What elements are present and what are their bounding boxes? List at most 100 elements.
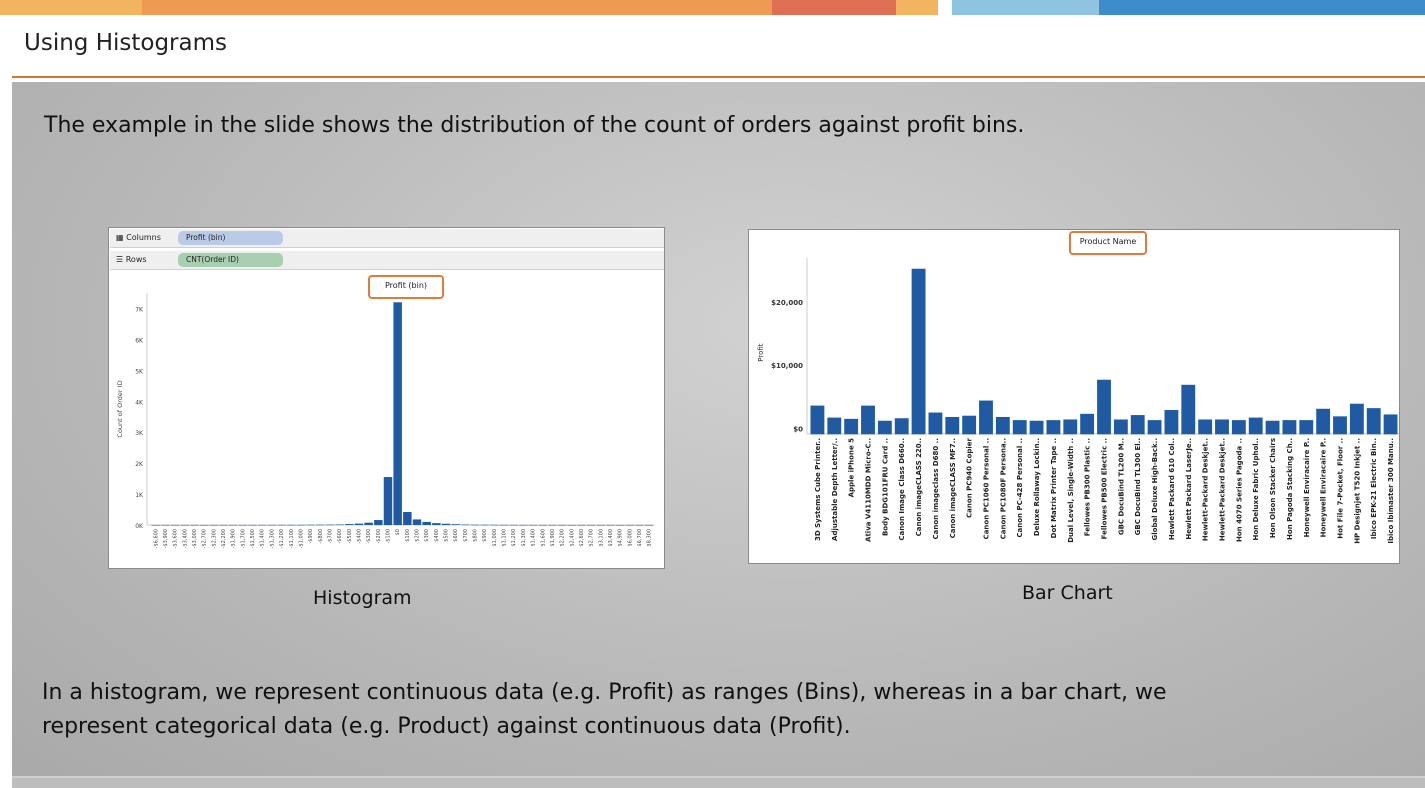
hist-x-tick: $500 <box>444 529 450 542</box>
bar-x-tick: Deluxe Rollaway Lockin.. <box>1033 438 1041 536</box>
bar-chart-bar <box>928 412 943 435</box>
bar-x-tick: Canon imageCLASS 220.. <box>915 438 923 536</box>
bar-chart-bar <box>1097 379 1111 435</box>
hist-x-tick: -$500 <box>347 529 353 544</box>
bar-chart-bar <box>962 415 977 435</box>
hist-y-tick: 7K <box>135 306 144 313</box>
hist-x-tick: -$900 <box>308 529 314 544</box>
hist-bar <box>490 524 499 526</box>
histogram-header-highlight[interactable]: Profit (bin) <box>368 275 444 299</box>
hist-x-tick: $2,400 <box>569 529 575 547</box>
bar-chart-bar <box>1215 419 1229 435</box>
columns-shelf: ▦ Columns Profit (bin) <box>110 229 664 248</box>
bar-chart-bar <box>1231 420 1246 435</box>
bar-chart-bar <box>861 405 875 435</box>
hist-x-tick: -$100 <box>385 529 391 544</box>
hist-bar <box>277 524 286 526</box>
hist-bar <box>548 524 557 526</box>
rows-icon: ☰ <box>116 255 124 264</box>
hist-x-tick: -$200 <box>376 529 382 544</box>
hist-bar <box>606 524 615 526</box>
hist-bar <box>228 524 238 526</box>
bar-x-tick: Hewlett-Packard Deskjet.. <box>1219 438 1227 541</box>
bar-chart-bar <box>1080 413 1095 435</box>
bar-chart-bar <box>1265 420 1280 435</box>
hist-bar <box>393 302 402 525</box>
bar-chart-bar <box>1349 403 1364 435</box>
hist-x-tick: $700 <box>463 529 469 542</box>
bar-x-tick: Dot Matrix Printer Tape .. <box>1050 438 1058 538</box>
hist-bar <box>383 477 393 525</box>
bar-chart-bar <box>1299 420 1314 435</box>
hist-x-tick: $200 <box>415 529 421 542</box>
barchart-header-highlight[interactable]: Product Name <box>1069 231 1147 255</box>
bar-x-tick: Canon PC1080F Persona.. <box>999 438 1007 539</box>
bar-y-axis-label: Profit <box>757 343 765 362</box>
hist-x-tick: $300 <box>424 529 430 542</box>
hist-x-tick: -$3,600 <box>173 529 179 548</box>
hist-x-tick: $2,200 <box>560 529 566 547</box>
rows-shelf-label: ☰ Rows <box>116 255 147 264</box>
hist-x-tick: -$300 <box>366 529 372 544</box>
hist-bar <box>325 524 335 526</box>
hist-bar <box>480 524 489 526</box>
bar-x-tick: Hewlett Packard LaserJe.. <box>1185 438 1193 540</box>
bar-chart-bar <box>1282 420 1297 435</box>
bar-y-tick: $0 <box>793 425 803 433</box>
bar-x-tick: HP Designjet T520 Inkjet .. <box>1353 438 1361 544</box>
bar-chart-bar <box>1316 408 1331 435</box>
bar-chart-bar <box>1029 420 1044 435</box>
bar-x-tick: Fellowes PB300 Plastic .. <box>1084 438 1092 536</box>
hist-x-tick: $1,000 <box>492 529 498 547</box>
hist-y-axis-label: Count of Order ID <box>116 380 124 437</box>
hist-bar <box>258 524 267 526</box>
hist-bar <box>219 524 228 526</box>
bar-x-tick: Honeywell Enviracaire P.. <box>1303 438 1311 537</box>
hist-x-tick: $6,000 <box>627 529 633 547</box>
bar-x-tick: Ibico EPK-21 Electric Bin.. <box>1370 438 1378 539</box>
bar-x-tick: Hon Pagoda Stacking Ch.. <box>1286 438 1294 540</box>
hist-bar <box>499 524 509 526</box>
columns-pill[interactable]: Profit (bin) <box>178 231 283 245</box>
bar-x-tick: Hot File 7-Pocket, Floor .. <box>1337 438 1345 539</box>
hist-x-tick: -$1,500 <box>250 529 256 548</box>
hist-bar <box>151 524 161 526</box>
rows-pill[interactable]: CNT(Order ID) <box>178 253 283 267</box>
bar-y-tick: $10,000 <box>771 362 803 370</box>
hist-bar <box>519 524 528 526</box>
bar-chart-bar <box>1063 419 1078 435</box>
hist-x-tick: -$6,600 <box>153 529 159 548</box>
hist-bar <box>577 524 586 526</box>
bar-x-tick: Canon PC-428 Personal .. <box>1016 438 1024 538</box>
hist-bar <box>180 524 190 526</box>
bar-y-tick: $20,000 <box>771 299 803 307</box>
hist-y-tick: 4K <box>135 399 144 406</box>
hist-x-tick: -$400 <box>356 529 362 544</box>
columns-icon: ▦ <box>116 233 124 242</box>
bar-x-tick: Hewlett Packard 610 Col.. <box>1168 438 1176 540</box>
hist-bar <box>625 524 635 526</box>
bar-chart-bar <box>1113 419 1128 435</box>
bar-x-tick: Honeywell Enviracaire P.. <box>1320 438 1328 537</box>
hist-x-tick: $1,600 <box>540 529 546 547</box>
bar-x-tick: Canon PC1060 Personal .. <box>983 438 991 539</box>
hist-bar <box>316 524 325 526</box>
histogram-caption: Histogram <box>313 587 412 609</box>
hist-bar <box>306 524 315 526</box>
bar-chart-bar <box>844 418 859 435</box>
bar-x-tick: Adjustable Depth Letter/.. <box>831 438 839 541</box>
bar-x-tick: GBC DocuBind TL200 M.. <box>1117 438 1125 535</box>
bar-chart-bar <box>1383 414 1398 435</box>
bar-chart-bar <box>1198 419 1213 435</box>
bar-x-tick: Global Deluxe High-Back.. <box>1151 438 1159 541</box>
bar-x-tick: Hewlett-Packard Deskjet.. <box>1202 438 1210 541</box>
bar-x-tick: Ativa V4110MDD Micro-C.. <box>865 438 873 542</box>
bar-x-tick: Ibico Ibimaster 300 Manu.. <box>1387 438 1395 544</box>
hist-x-tick: -$2,700 <box>202 529 208 548</box>
hist-bar <box>567 524 577 526</box>
hist-x-tick: $2,700 <box>589 529 595 547</box>
hist-bar <box>345 524 354 525</box>
hist-x-tick: -$800 <box>318 529 324 544</box>
hist-bar <box>586 524 596 526</box>
hist-x-tick: -$1,100 <box>289 529 295 548</box>
